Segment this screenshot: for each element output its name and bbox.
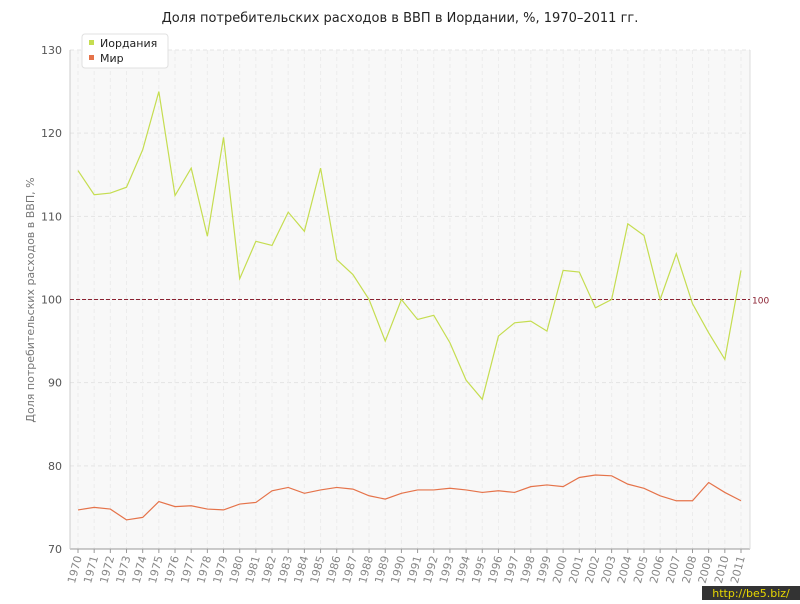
legend-swatch [89,55,94,60]
y-tick-label: 70 [48,543,62,556]
y-tick-label: 80 [48,460,62,473]
series-line [77,474,742,521]
y-tick-label: 120 [41,127,62,140]
legend-swatch [89,40,94,45]
legend-label: Мир [100,52,124,65]
legend-box [81,33,169,69]
y-axis-label: Доля потребительских расходов в ВВП, % [24,177,37,422]
legend-label: Иордания [100,37,157,50]
y-tick-label: 100 [41,294,62,307]
watermark: http://be5.biz/ [712,587,790,600]
series-line [77,91,742,401]
chart-title: Доля потребительских расходов в ВВП в Ио… [162,11,639,26]
watermark-bg [702,586,800,600]
y-tick-label: 130 [41,44,62,57]
reference-label: 100 [752,297,769,307]
y-tick-label: 90 [48,377,62,390]
y-tick-label: 110 [41,210,62,223]
